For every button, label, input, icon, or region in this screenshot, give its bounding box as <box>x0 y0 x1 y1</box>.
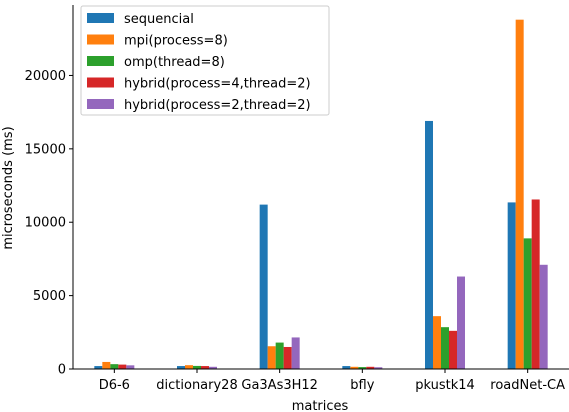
bar <box>275 342 284 369</box>
bar <box>283 346 292 369</box>
legend-label: mpi(process=8) <box>124 34 228 49</box>
y-tick-label: 0 <box>58 363 66 378</box>
bar <box>291 337 300 369</box>
bar <box>523 238 532 369</box>
legend-label: hybrid(process=4,thread=2) <box>124 77 311 92</box>
y-tick-label: 20000 <box>25 69 66 84</box>
axes-layer <box>72 5 569 370</box>
legend: sequencial mpi(process=8) omp(thread=8) hyb… <box>80 5 330 116</box>
legend-frame <box>80 5 330 116</box>
x-tick-label: D6-6 <box>99 378 130 393</box>
legend-swatch <box>87 99 114 109</box>
legend-swatch <box>87 77 114 88</box>
bar <box>94 366 103 369</box>
bar <box>118 364 127 369</box>
bar <box>185 365 193 369</box>
legend-swatch <box>87 34 114 45</box>
bar <box>193 365 201 369</box>
bar <box>358 367 367 369</box>
bar <box>457 276 465 369</box>
ticks-layer: 0 5000 10000 15000 20000 D6-6 dictionary28 Ga3A… <box>25 69 565 393</box>
bar <box>267 346 276 369</box>
x-tick-label: dictionary28 <box>156 378 237 393</box>
legend-label: omp(thread=8) <box>124 55 225 70</box>
x-tick-label: Ga3As3H12 <box>241 378 318 393</box>
bar <box>259 204 268 369</box>
x-tick-label: bfly <box>350 378 374 393</box>
bar <box>425 120 433 369</box>
bar <box>102 361 111 369</box>
y-tick-label: 10000 <box>25 216 66 231</box>
bar <box>449 330 457 369</box>
bar <box>433 316 441 369</box>
bar <box>441 327 449 369</box>
bar <box>177 366 185 369</box>
bar <box>342 366 351 369</box>
bar <box>515 19 524 370</box>
y-tick-label: 5000 <box>33 289 66 304</box>
bar <box>350 366 359 369</box>
legend-swatch <box>87 56 114 66</box>
legend-label: sequencial <box>124 12 194 27</box>
x-tick-label: roadNet-CA <box>490 378 565 393</box>
bar <box>209 366 217 369</box>
bar <box>126 365 135 369</box>
y-tick-label: 15000 <box>25 142 66 157</box>
x-tick-label: pkustk14 <box>415 378 475 393</box>
bars-layer <box>94 19 548 370</box>
x-axis-label: matrices <box>292 399 349 412</box>
bar <box>507 202 516 369</box>
bar <box>366 366 375 369</box>
bar <box>539 264 548 369</box>
y-axis-label: microseconds (ms) <box>1 126 16 249</box>
bar <box>110 364 119 369</box>
bar <box>374 367 383 369</box>
bar <box>531 199 540 369</box>
bar <box>201 366 209 369</box>
legend-swatch <box>87 13 114 23</box>
legend-label: hybrid(process=2,thread=2) <box>124 98 311 113</box>
